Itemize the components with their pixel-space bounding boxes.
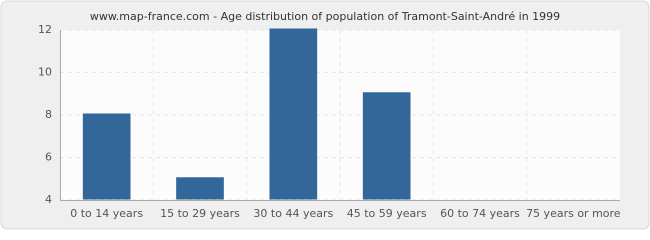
chart: www.map-france.com - Age distribution of…: [0, 0, 650, 230]
bar: [176, 177, 224, 200]
page: www.map-france.com - Age distribution of…: [0, 0, 650, 230]
bar: [82, 113, 131, 200]
y-tick-label: 4: [45, 193, 52, 206]
x-tick-label: 60 to 74 years: [440, 207, 520, 220]
y-tick-label: 6: [45, 151, 52, 164]
x-tick-label: 75 years or more: [526, 207, 621, 220]
x-tick-label: 30 to 44 years: [253, 207, 333, 220]
x-tick-label: 15 to 29 years: [160, 207, 240, 220]
x-tick-label: 45 to 59 years: [347, 207, 427, 220]
y-tick-label: 10: [38, 66, 52, 79]
y-tick-label: 8: [45, 108, 52, 121]
chart-title: www.map-france.com - Age distribution of…: [90, 10, 560, 23]
x-tick-label: 0 to 14 years: [70, 207, 143, 220]
y-tick-label: 12: [38, 23, 52, 36]
bar: [269, 28, 318, 200]
bar: [362, 92, 411, 200]
